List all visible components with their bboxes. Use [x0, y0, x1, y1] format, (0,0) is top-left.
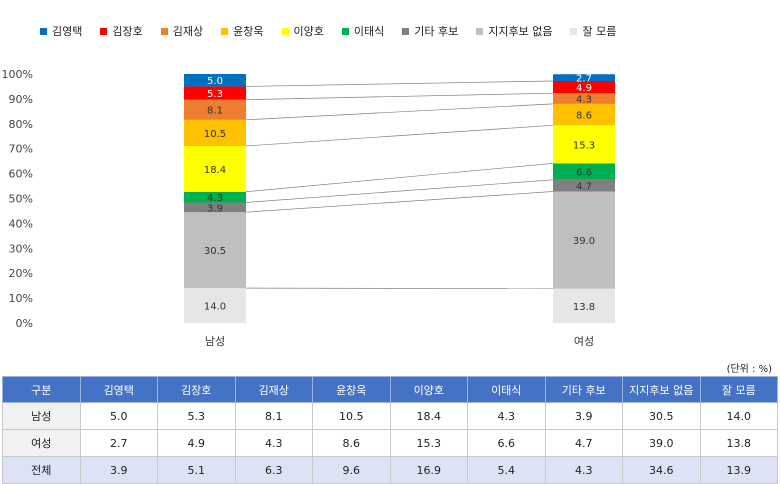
data-label: 8.1	[207, 106, 223, 117]
data-label: 8.6	[576, 111, 592, 122]
table-cell: 9.6	[313, 457, 391, 484]
y-tick-label: 100%	[2, 68, 33, 81]
table-header-cell: 김재상	[235, 377, 313, 403]
table-cell: 4.9	[158, 430, 236, 457]
chart-plot: 0% 10% 20% 30% 40% 50% 60% 70% 80% 90% 100% 14.0 30.…	[0, 0, 780, 360]
data-label: 4.9	[576, 83, 592, 94]
data-label: 13.8	[573, 302, 595, 313]
table-header-cell: 윤창욱	[313, 377, 391, 403]
data-label: 5.0	[207, 76, 223, 87]
table-cell: 6.6	[468, 430, 546, 457]
series-connector-line	[246, 104, 553, 120]
data-label: 5.3	[207, 89, 223, 100]
table-cell: 3.9	[545, 403, 623, 430]
unit-label: (단위 : %)	[727, 360, 772, 375]
table-cell: 14.0	[700, 403, 778, 430]
y-tick-label: 80%	[9, 118, 33, 131]
table-cell: 8.1	[235, 403, 313, 430]
y-tick-label: 70%	[9, 143, 33, 156]
x-category-label: 남성	[205, 335, 225, 348]
series-connector-line	[246, 180, 553, 203]
data-label: 4.3	[576, 95, 592, 106]
table-cell: 30.5	[623, 403, 701, 430]
y-tick-label: 40%	[9, 217, 33, 230]
series-connector-line	[246, 163, 553, 191]
series-connector-line	[246, 93, 553, 99]
table-cell: 16.9	[390, 457, 468, 484]
row-header-cell: 전체	[3, 457, 81, 484]
table-cell: 6.3	[235, 457, 313, 484]
table-header-cell: 기타 후보	[545, 377, 623, 403]
table-cell: 39.0	[623, 430, 701, 457]
table-cell: 10.5	[313, 403, 391, 430]
table-header-cell: 지지후보 없음	[623, 377, 701, 403]
series-connector-line	[246, 125, 553, 146]
table-header-cell: 구분	[3, 377, 81, 403]
series-connector-line	[246, 192, 553, 213]
table-cell: 5.1	[158, 457, 236, 484]
data-label: 15.3	[573, 140, 595, 151]
data-label: 2.7	[576, 74, 592, 85]
table-cell: 13.8	[700, 430, 778, 457]
table-cell: 13.9	[700, 457, 778, 484]
table-cell: 3.9	[80, 457, 158, 484]
data-label: 10.5	[204, 129, 226, 140]
data-label: 4.3	[207, 193, 223, 204]
y-tick-label: 10%	[9, 292, 33, 305]
data-label: 4.7	[576, 182, 592, 193]
table-header-cell: 이양호	[390, 377, 468, 403]
y-tick-label: 0%	[16, 317, 33, 330]
data-label: 18.4	[204, 165, 226, 176]
row-header-cell: 남성	[3, 403, 81, 430]
table-header-cell: 김장호	[158, 377, 236, 403]
table-cell: 5.0	[80, 403, 158, 430]
y-tick-label: 90%	[9, 93, 33, 106]
table-cell: 5.3	[158, 403, 236, 430]
table-cell: 4.3	[545, 457, 623, 484]
table-cell: 4.7	[545, 430, 623, 457]
data-label: 6.6	[576, 168, 592, 179]
y-tick-label: 20%	[9, 267, 33, 280]
y-tick-label: 30%	[9, 242, 33, 255]
data-label: 14.0	[204, 302, 226, 313]
table-header-cell: 잘 모름	[700, 377, 778, 403]
data-label: 39.0	[573, 236, 595, 247]
table-cell: 4.3	[235, 430, 313, 457]
y-tick-label: 50%	[9, 193, 33, 206]
x-category-label: 여성	[574, 335, 594, 348]
table-cell: 8.6	[313, 430, 391, 457]
row-header-cell: 여성	[3, 430, 81, 457]
data-label: 30.5	[204, 246, 226, 257]
table-header-cell: 김영택	[80, 377, 158, 403]
table-cell: 4.3	[468, 403, 546, 430]
data-label: 3.9	[207, 203, 223, 214]
table-cell: 5.4	[468, 457, 546, 484]
table-cell: 15.3	[390, 430, 468, 457]
y-tick-label: 60%	[9, 168, 33, 181]
series-connector-line	[246, 81, 553, 86]
table-cell: 18.4	[390, 403, 468, 430]
table-cell: 34.6	[623, 457, 701, 484]
table-header-cell: 이태식	[468, 377, 546, 403]
table-cell: 2.7	[80, 430, 158, 457]
